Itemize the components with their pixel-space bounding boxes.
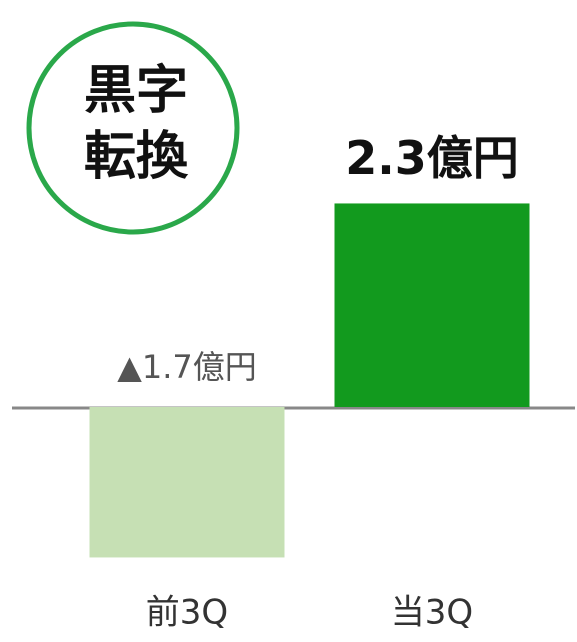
bar	[334, 203, 530, 407]
value-label: 2.3億円	[345, 131, 519, 185]
badge-text: 黒字	[84, 61, 188, 121]
badge-text: 転換	[84, 127, 189, 187]
x-tick-label: 当3Q	[391, 593, 473, 633]
value-label: ▲1.7億円	[117, 348, 257, 386]
x-tick-label: 前3Q	[146, 593, 228, 633]
bar	[89, 407, 285, 558]
badge-circle	[26, 21, 240, 235]
